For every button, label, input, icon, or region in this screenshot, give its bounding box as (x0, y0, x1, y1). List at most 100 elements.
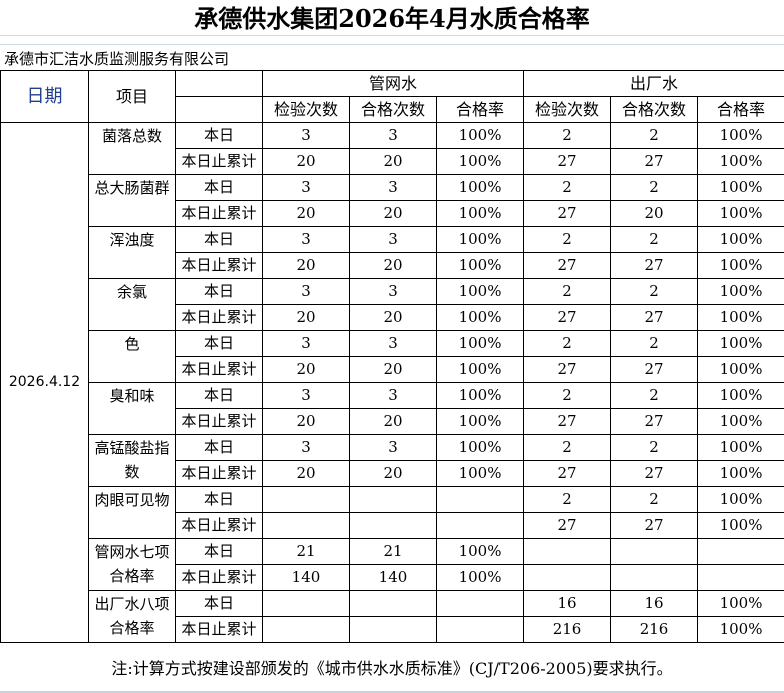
cell-pipe-pass[interactable]: 20 (349, 408, 437, 435)
cell-pipe-pass[interactable] (349, 616, 437, 643)
cell-pipe-rate[interactable]: 100% (435, 278, 525, 305)
cell-plant-pass[interactable]: 27 (610, 304, 699, 331)
cell-pipe-tests[interactable]: 3 (262, 226, 350, 253)
cell-plant-pass[interactable]: 27 (610, 148, 699, 175)
cell-pipe-rate[interactable]: 100% (435, 460, 525, 487)
cell-plant-rate[interactable]: 100% (697, 512, 784, 539)
cell-pipe-rate[interactable]: 100% (435, 174, 525, 201)
cell-plant-rate[interactable]: 100% (697, 486, 784, 513)
cell-plant-tests[interactable]: 2 (523, 122, 612, 149)
cell-pipe-tests[interactable]: 20 (262, 304, 350, 331)
cell-plant-rate[interactable]: 100% (697, 278, 784, 305)
cell-plant-pass[interactable]: 27 (610, 512, 699, 539)
cell-plant-rate[interactable]: 100% (697, 434, 784, 461)
cell-plant-rate[interactable]: 100% (697, 174, 784, 201)
cell-pipe-tests[interactable]: 20 (262, 408, 350, 435)
cell-plant-tests[interactable]: 2 (523, 486, 612, 513)
cell-pipe-rate[interactable]: 100% (435, 304, 525, 331)
cell-pipe-pass[interactable]: 3 (349, 382, 437, 409)
cell-pipe-rate[interactable] (435, 486, 525, 513)
cell-pipe-tests[interactable]: 20 (262, 200, 350, 227)
cell-pipe-tests[interactable]: 140 (262, 564, 350, 591)
cell-plant-pass[interactable]: 2 (610, 486, 699, 513)
cell-plant-tests[interactable]: 2 (523, 174, 612, 201)
cell-plant-tests[interactable]: 27 (523, 356, 612, 383)
cell-plant-tests[interactable]: 2 (523, 330, 612, 357)
cell-plant-tests[interactable]: 27 (523, 252, 612, 279)
cell-plant-rate[interactable]: 100% (697, 616, 784, 643)
cell-pipe-tests[interactable] (262, 486, 350, 513)
cell-plant-rate[interactable]: 100% (697, 590, 784, 617)
cell-plant-pass[interactable]: 2 (610, 226, 699, 253)
cell-pipe-rate[interactable]: 100% (435, 148, 525, 175)
cell-pipe-rate[interactable]: 100% (435, 226, 525, 253)
cell-pipe-rate[interactable]: 100% (435, 200, 525, 227)
cell-plant-pass[interactable]: 27 (610, 408, 699, 435)
cell-plant-rate[interactable]: 100% (697, 382, 784, 409)
cell-plant-rate[interactable]: 100% (697, 226, 784, 253)
cell-plant-rate[interactable]: 100% (697, 330, 784, 357)
cell-plant-tests[interactable]: 27 (523, 460, 612, 487)
cell-pipe-pass[interactable]: 3 (349, 122, 437, 149)
cell-pipe-pass[interactable]: 3 (349, 278, 437, 305)
cell-pipe-rate[interactable] (435, 590, 525, 617)
cell-pipe-tests[interactable]: 3 (262, 174, 350, 201)
cell-plant-pass[interactable]: 2 (610, 122, 699, 149)
cell-pipe-pass[interactable]: 3 (349, 226, 437, 253)
cell-pipe-pass[interactable]: 21 (349, 538, 437, 565)
cell-pipe-tests[interactable] (262, 512, 350, 539)
cell-pipe-pass[interactable]: 3 (349, 174, 437, 201)
cell-pipe-tests[interactable]: 3 (262, 434, 350, 461)
cell-plant-rate[interactable] (697, 538, 784, 565)
cell-pipe-tests[interactable]: 20 (262, 356, 350, 383)
cell-pipe-rate[interactable]: 100% (435, 408, 525, 435)
cell-plant-rate[interactable]: 100% (697, 252, 784, 279)
cell-pipe-rate[interactable]: 100% (435, 252, 525, 279)
cell-plant-tests[interactable] (523, 564, 612, 591)
cell-plant-tests[interactable]: 27 (523, 148, 612, 175)
cell-pipe-pass[interactable]: 20 (349, 252, 437, 279)
cell-pipe-pass[interactable]: 20 (349, 304, 437, 331)
cell-plant-tests[interactable]: 2 (523, 226, 612, 253)
cell-plant-rate[interactable]: 100% (697, 122, 784, 149)
cell-plant-pass[interactable]: 2 (610, 434, 699, 461)
cell-plant-pass[interactable]: 2 (610, 174, 699, 201)
cell-plant-rate[interactable]: 100% (697, 304, 784, 331)
cell-pipe-rate[interactable]: 100% (435, 538, 525, 565)
cell-plant-pass[interactable]: 216 (610, 616, 699, 643)
cell-pipe-pass[interactable] (349, 590, 437, 617)
cell-plant-tests[interactable]: 27 (523, 512, 612, 539)
cell-plant-pass[interactable] (610, 564, 699, 591)
cell-plant-rate[interactable] (697, 564, 784, 591)
cell-plant-tests[interactable]: 216 (523, 616, 612, 643)
cell-pipe-pass[interactable]: 140 (349, 564, 437, 591)
cell-plant-tests[interactable]: 27 (523, 408, 612, 435)
cell-pipe-tests[interactable]: 20 (262, 460, 350, 487)
cell-plant-rate[interactable]: 100% (697, 460, 784, 487)
cell-pipe-tests[interactable] (262, 590, 350, 617)
cell-plant-tests[interactable]: 27 (523, 200, 612, 227)
cell-plant-rate[interactable]: 100% (697, 356, 784, 383)
cell-plant-tests[interactable]: 2 (523, 434, 612, 461)
cell-plant-rate[interactable]: 100% (697, 148, 784, 175)
cell-pipe-tests[interactable]: 3 (262, 382, 350, 409)
cell-plant-rate[interactable]: 100% (697, 408, 784, 435)
cell-plant-pass[interactable] (610, 538, 699, 565)
cell-pipe-tests[interactable]: 3 (262, 122, 350, 149)
cell-plant-tests[interactable]: 2 (523, 278, 612, 305)
cell-pipe-rate[interactable]: 100% (435, 564, 525, 591)
cell-pipe-rate[interactable]: 100% (435, 382, 525, 409)
cell-pipe-pass[interactable]: 20 (349, 200, 437, 227)
cell-pipe-pass[interactable]: 20 (349, 148, 437, 175)
cell-plant-pass[interactable]: 2 (610, 330, 699, 357)
cell-plant-pass[interactable]: 20 (610, 200, 699, 227)
cell-plant-tests[interactable]: 2 (523, 382, 612, 409)
cell-pipe-tests[interactable]: 21 (262, 538, 350, 565)
cell-pipe-pass[interactable] (349, 512, 437, 539)
cell-plant-tests[interactable] (523, 538, 612, 565)
cell-plant-pass[interactable]: 27 (610, 252, 699, 279)
cell-plant-pass[interactable]: 27 (610, 460, 699, 487)
cell-plant-pass[interactable]: 2 (610, 382, 699, 409)
cell-plant-tests[interactable]: 27 (523, 304, 612, 331)
cell-pipe-pass[interactable]: 3 (349, 434, 437, 461)
